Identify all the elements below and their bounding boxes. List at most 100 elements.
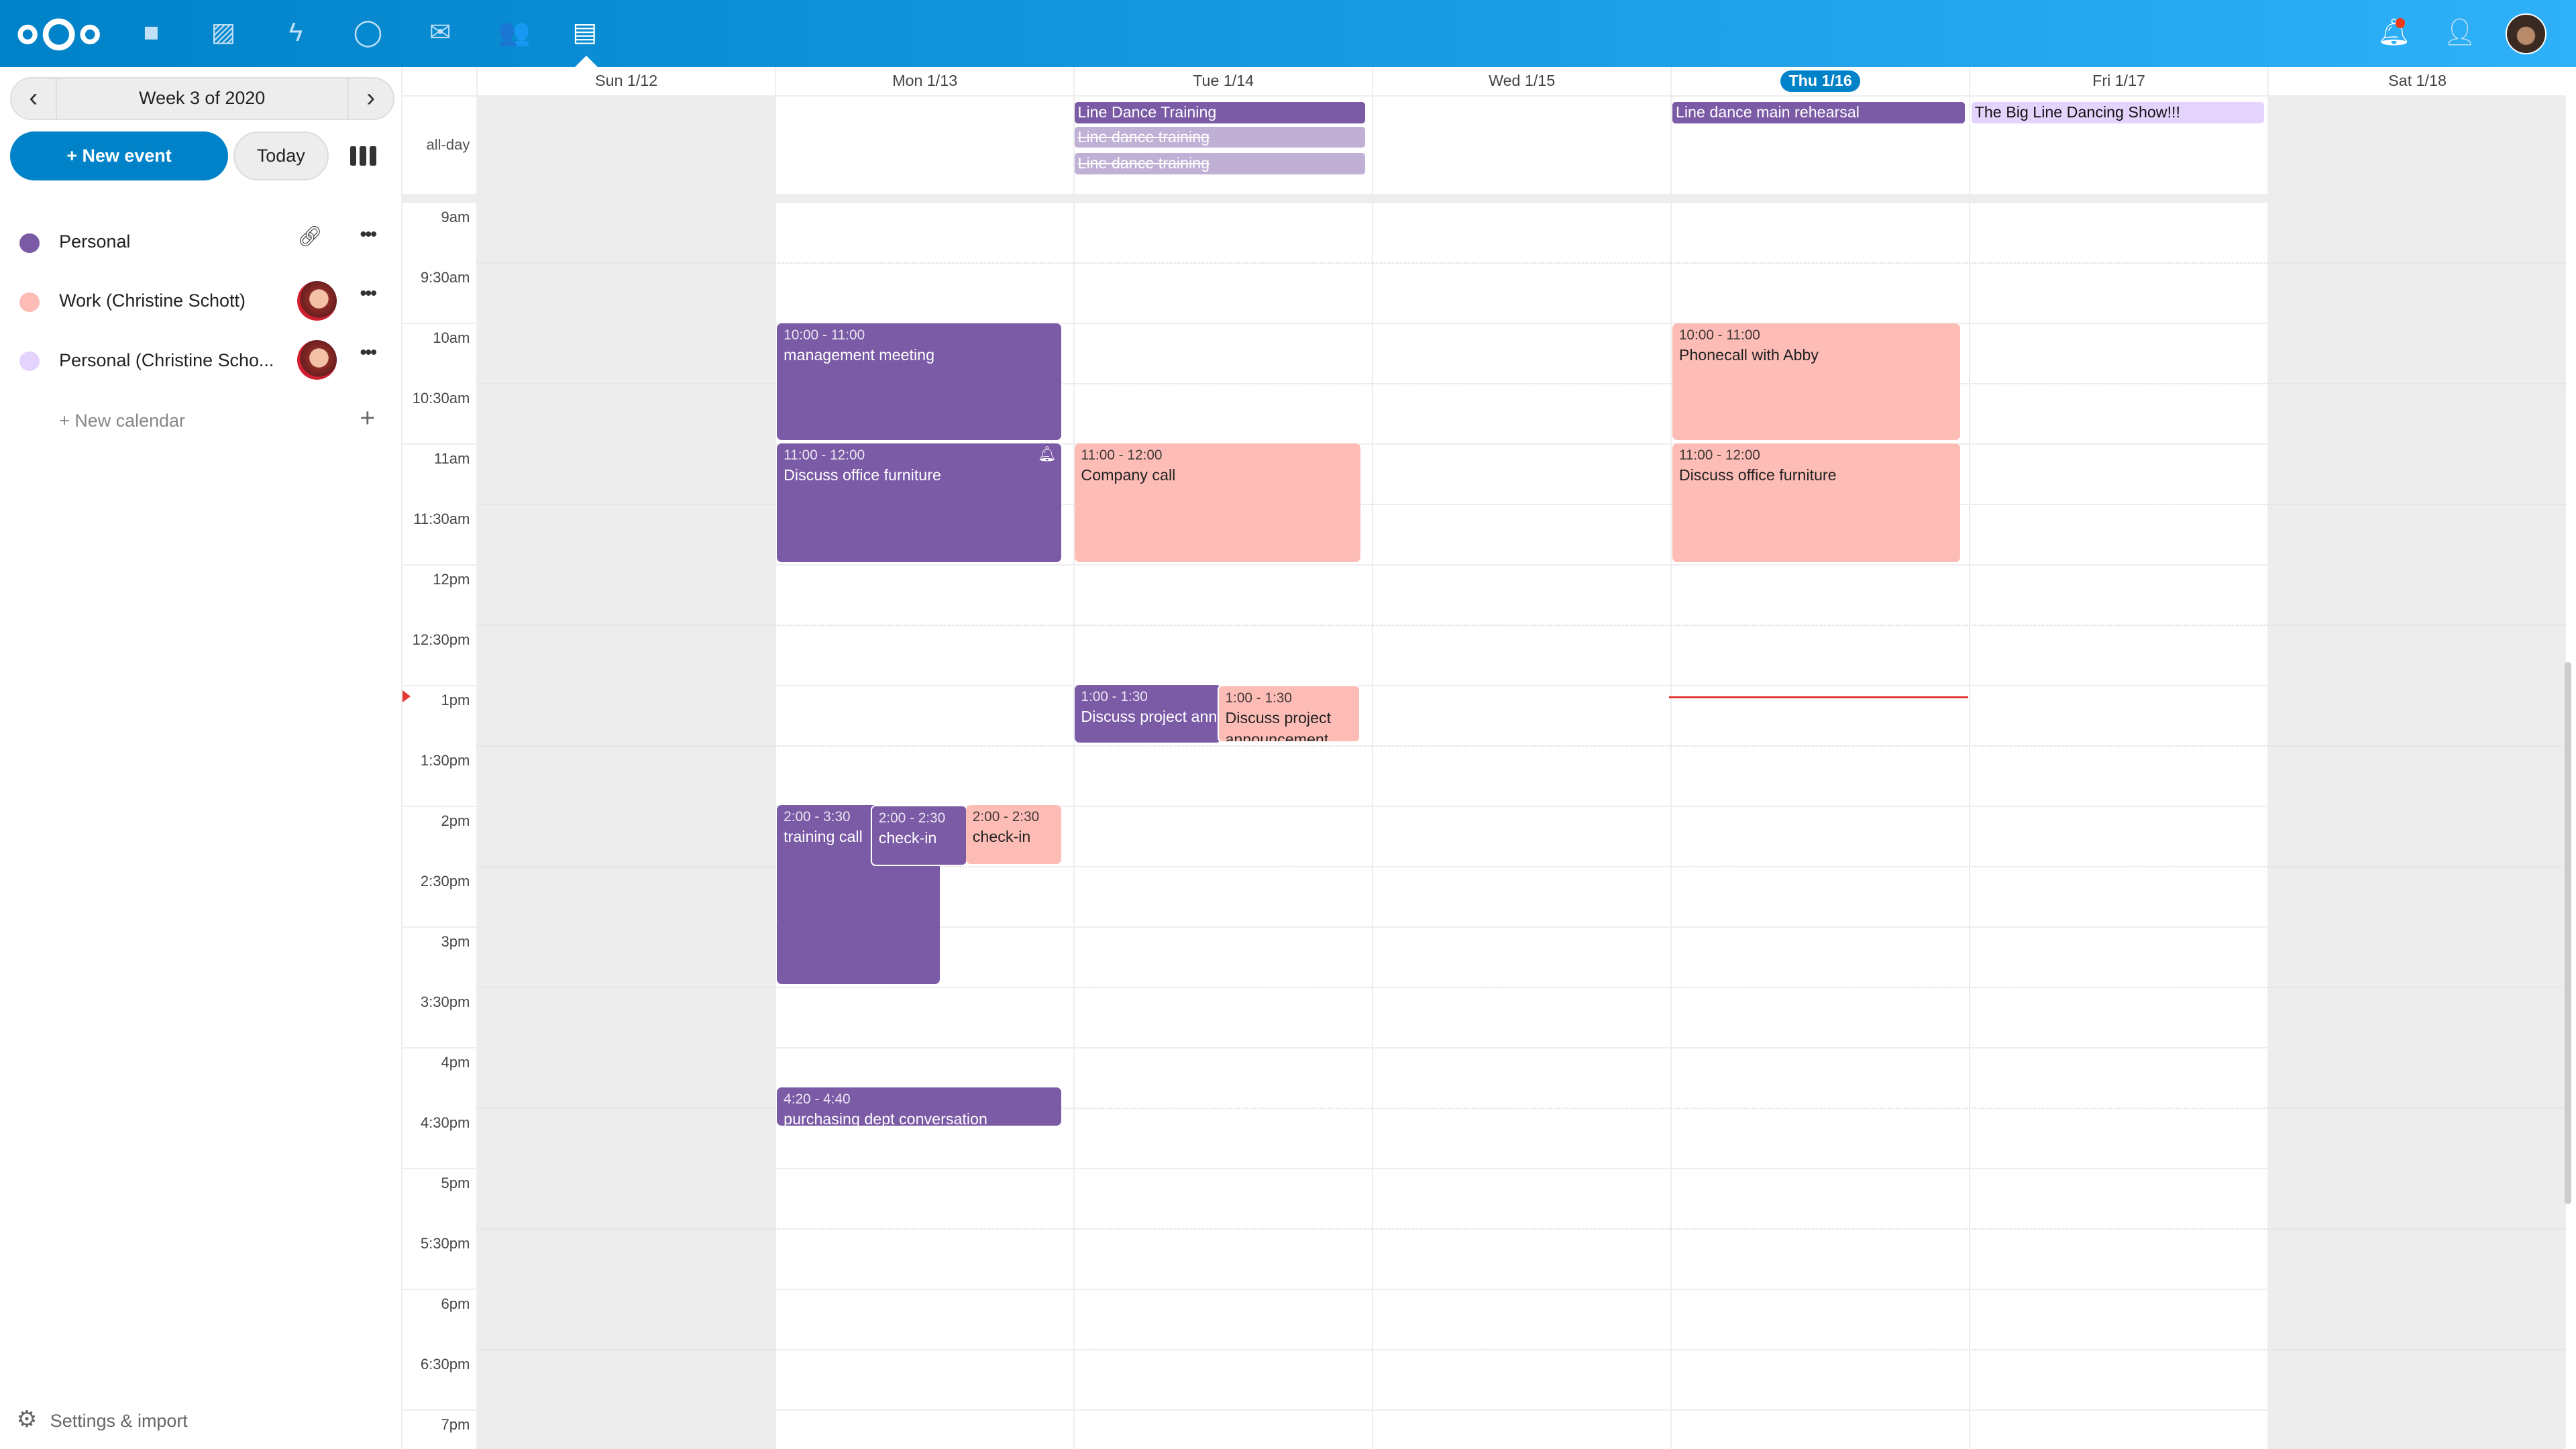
allday-divider	[402, 193, 2567, 203]
calendar-color-dot[interactable]	[19, 233, 40, 254]
view-switcher-icon[interactable]	[350, 146, 376, 166]
allday-label: all-day	[426, 136, 470, 154]
scrollbar[interactable]	[2564, 661, 2571, 1205]
day-header[interactable]: Sun 1/12	[476, 67, 775, 96]
event-time: 2:00 - 3:30	[784, 808, 851, 824]
event[interactable]: 11:00 - 12:00 Company call	[1074, 443, 1360, 562]
hour-line	[402, 443, 2567, 445]
day-header[interactable]: Sat 1/18	[2267, 67, 2566, 96]
allday-event[interactable]: The Big Line Dancing Show!!!	[1971, 101, 2264, 123]
allday-event-cancelled[interactable]: Line dance training	[1074, 126, 1366, 148]
calendar-color-dot[interactable]	[19, 292, 40, 313]
day-label: Mon 1/13	[892, 72, 958, 90]
event-time: 10:00 - 11:00	[1678, 327, 1760, 343]
calendar-color-dot[interactable]	[19, 352, 40, 372]
time-label: 1pm	[441, 692, 470, 709]
day-header[interactable]: Mon 1/13	[775, 67, 1073, 96]
event[interactable]: 11:00 - 12:00 Discuss office furniture	[1672, 443, 1960, 562]
calendar-item-personal-shared[interactable]: Personal (Christine Scho... •••	[0, 332, 402, 391]
owner-avatar	[297, 339, 337, 380]
day-header[interactable]: Tue 1/14	[1073, 67, 1372, 96]
day-header[interactable]: Thu 1/16	[1670, 67, 1969, 96]
plus-icon[interactable]: +	[360, 404, 376, 433]
event[interactable]: 2:00 - 2:30 check-in	[870, 805, 968, 866]
calendar-name: Personal	[59, 231, 131, 252]
hour-line	[402, 685, 2567, 686]
files-icon[interactable]: ■	[143, 17, 160, 47]
day-label: Thu 1/16	[1780, 70, 1860, 93]
user-avatar[interactable]	[2505, 13, 2546, 54]
event[interactable]: 2:00 - 2:30 check-in	[966, 805, 1062, 865]
hour-line	[402, 564, 2567, 566]
event[interactable]: 10:00 - 11:00 Phonecall with Abby	[1672, 323, 1960, 441]
calendar-item-personal[interactable]: Personal 🔗︎ •••	[0, 213, 402, 272]
more-options-icon[interactable]: •••	[360, 341, 377, 364]
activity-icon[interactable]: ϟ	[288, 17, 303, 47]
event-title: training call	[784, 827, 863, 845]
time-label: 11:30am	[413, 511, 470, 528]
previous-week-button[interactable]: ‹	[29, 83, 38, 113]
calendar-item-work[interactable]: Work (Christine Schott) •••	[0, 273, 402, 332]
day-column[interactable]	[476, 95, 775, 1449]
share-link-icon[interactable]: 🔗︎	[297, 225, 323, 248]
time-label: 11am	[433, 450, 470, 468]
more-options-icon[interactable]: •••	[360, 282, 377, 305]
event-time: 11:00 - 12:00	[1678, 447, 1760, 464]
half-hour-line	[476, 866, 2567, 867]
event-time: 11:00 - 12:00	[784, 447, 865, 464]
event-title: check-in	[878, 828, 937, 847]
event-time: 10:00 - 11:00	[784, 327, 865, 343]
mail-icon[interactable]: ✉	[429, 17, 451, 47]
event[interactable]: 4:20 - 4:40 purchasing dept conversation	[777, 1087, 1062, 1126]
day-column[interactable]	[1073, 95, 1372, 1449]
event-time: 1:00 - 1:30	[1225, 690, 1292, 706]
new-calendar-button[interactable]: + New calendar	[59, 411, 185, 431]
half-hour-line	[476, 504, 2567, 505]
allday-event[interactable]: Line dance main rehearsal	[1672, 101, 1965, 123]
sidebar: ‹ Week 3 of 2020 › + New event Today Per…	[0, 67, 402, 1449]
time-label: 3:30pm	[420, 994, 470, 1011]
today-button[interactable]: Today	[233, 131, 329, 181]
time-label: 10:30am	[412, 390, 470, 407]
event-time: 11:00 - 12:00	[1081, 447, 1163, 464]
event-title: Discuss project announcement	[1225, 709, 1332, 743]
event[interactable]: 1:00 - 1:30 Discuss project announcement	[1217, 685, 1360, 743]
next-week-button[interactable]: ›	[366, 83, 376, 113]
event[interactable]: 11:00 - 12:00 Discuss office furniture 🔔︎	[777, 443, 1062, 562]
time-label: 5pm	[441, 1175, 470, 1192]
half-hour-line	[476, 1349, 2567, 1350]
day-header[interactable]: Fri 1/17	[1969, 67, 2267, 96]
week-navigator: ‹ Week 3 of 2020 ›	[9, 77, 394, 120]
half-hour-line	[476, 987, 2567, 988]
week-label[interactable]: Week 3 of 2020	[55, 78, 349, 119]
event-title: Discuss office furniture	[1678, 466, 1837, 484]
contacts-icon[interactable]: 👥	[498, 17, 531, 47]
new-event-button[interactable]: + New event	[9, 131, 229, 181]
active-app-indicator	[575, 56, 598, 68]
allday-event[interactable]: Line Dance Training	[1074, 101, 1366, 123]
header-line	[402, 95, 2567, 97]
allday-event-cancelled[interactable]: Line dance training	[1074, 152, 1366, 174]
day-column[interactable]	[1670, 95, 1969, 1449]
day-column[interactable]	[775, 95, 1073, 1449]
settings-button[interactable]: ⚙ Settings & import	[16, 1406, 187, 1433]
contacts-menu-icon[interactable]: 👤︎	[2443, 17, 2477, 47]
calendar-name: Work (Christine Schott)	[59, 290, 246, 311]
day-column[interactable]	[2267, 95, 2567, 1449]
day-column[interactable]	[1969, 95, 2267, 1449]
photos-icon[interactable]: ▨	[211, 17, 236, 47]
time-label: 12:30pm	[412, 631, 470, 649]
talk-icon[interactable]: ◯	[353, 17, 383, 47]
settings-label: Settings & import	[50, 1411, 188, 1432]
time-label: 6:30pm	[420, 1356, 470, 1373]
day-header[interactable]: Wed 1/15	[1372, 67, 1670, 96]
more-options-icon[interactable]: •••	[360, 223, 377, 246]
calendar-icon[interactable]: ▤	[572, 17, 598, 47]
nextcloud-logo-icon[interactable]	[16, 15, 101, 54]
time-label: 9am	[441, 209, 470, 226]
event[interactable]: 1:00 - 1:30 Discuss project announcement	[1074, 685, 1221, 743]
notifications-icon[interactable]: 🔔︎	[2377, 17, 2411, 47]
event[interactable]: 10:00 - 11:00 management meeting	[777, 323, 1062, 441]
event-title: Company call	[1081, 466, 1176, 484]
day-column[interactable]	[1372, 95, 1670, 1449]
